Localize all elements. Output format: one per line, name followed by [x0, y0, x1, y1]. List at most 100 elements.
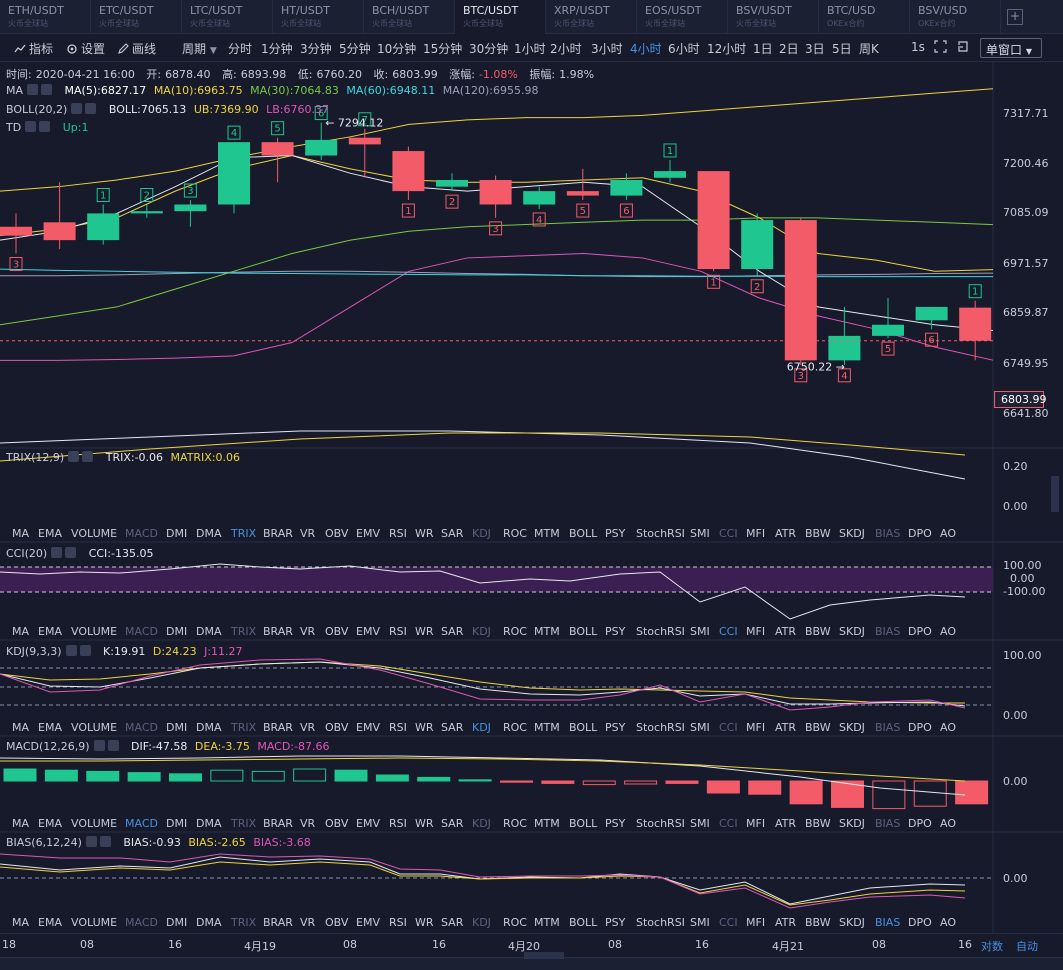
indicator-tab-volume[interactable]: VOLUME [71, 625, 118, 638]
indicator-tab-roc[interactable]: ROC [503, 527, 527, 540]
indicator-tab-stochrsi[interactable]: StochRSI [636, 625, 685, 638]
indicator-tab-psy[interactable]: PSY [605, 817, 626, 830]
indicator-tab-smi[interactable]: SMI [690, 721, 710, 734]
indicator-tab-ema[interactable]: EMA [38, 721, 62, 734]
tab-etc-usdt[interactable]: ETC/USDT 火币全球站 [91, 0, 182, 34]
single-window-select[interactable]: 单窗口 ▼ [980, 38, 1042, 58]
settings-button[interactable]: 设置 [66, 40, 105, 57]
indicator-tab-roc[interactable]: ROC [503, 721, 527, 734]
indicator-tab-smi[interactable]: SMI [690, 817, 710, 830]
indicator-tab-bias[interactable]: BIAS [875, 527, 901, 540]
side-panel-handle[interactable] [1051, 476, 1059, 512]
indicator-tab-ema[interactable]: EMA [38, 527, 62, 540]
period-option[interactable]: 1小时 [514, 42, 546, 56]
indicator-tab-wr[interactable]: WR [415, 916, 434, 929]
indicator-tab-bias[interactable]: BIAS [875, 625, 901, 638]
auto-scale-toggle[interactable]: 自动 [1016, 940, 1038, 953]
indicator-tab-brar[interactable]: BRAR [263, 817, 293, 830]
indicator-tab-vr[interactable]: VR [300, 817, 316, 830]
indicator-tab-trix[interactable]: TRIX [231, 721, 257, 734]
period-option[interactable]: 5分钟 [339, 42, 371, 56]
indicator-tab-kdj[interactable]: KDJ [472, 721, 491, 734]
period-option[interactable]: 3分钟 [300, 42, 332, 56]
indicator-tab-rsi[interactable]: RSI [389, 817, 407, 830]
indicator-tab-kdj[interactable]: KDJ [472, 916, 491, 929]
period-option[interactable]: 2小时 [550, 42, 582, 56]
indicator-tab-ema[interactable]: EMA [38, 625, 62, 638]
indicator-tab-obv[interactable]: OBV [325, 527, 349, 540]
indicator-tab-vr[interactable]: VR [300, 527, 316, 540]
indicator-tab-mtm[interactable]: MTM [534, 625, 560, 638]
macd-legend-controls[interactable] [93, 740, 124, 751]
collapse-handle[interactable] [524, 952, 564, 959]
indicator-tab-dpo[interactable]: DPO [908, 916, 932, 929]
indicator-tab-roc[interactable]: ROC [503, 625, 527, 638]
indicator-tab-cci[interactable]: CCI [719, 721, 738, 734]
period-option[interactable]: 1分钟 [261, 42, 293, 56]
indicator-tab-macd[interactable]: MACD [125, 721, 158, 734]
tab-bsv-usd[interactable]: BSV/USD OKEx合约 [910, 0, 1001, 34]
indicator-tab-macd[interactable]: MACD [125, 625, 158, 638]
indicator-tab-macd[interactable]: MACD [125, 527, 158, 540]
indicator-tab-emv[interactable]: EMV [356, 721, 380, 734]
tab-btc-usd[interactable]: BTC/USD OKEx合约 [819, 0, 910, 34]
indicator-tab-roc[interactable]: ROC [503, 817, 527, 830]
indicator-tab-skdj[interactable]: SKDJ [839, 916, 865, 929]
tab-ht-usdt[interactable]: HT/USDT 火币全球站 [273, 0, 364, 34]
indicator-tab-mtm[interactable]: MTM [534, 817, 560, 830]
indicator-tab-atr[interactable]: ATR [775, 817, 797, 830]
indicator-tab-bbw[interactable]: BBW [805, 817, 831, 830]
indicator-tab-mfi[interactable]: MFI [746, 527, 766, 540]
period-option[interactable]: 15分钟 [423, 42, 463, 56]
indicator-tab-mtm[interactable]: MTM [534, 721, 560, 734]
indicator-tab-brar[interactable]: BRAR [263, 721, 293, 734]
indicator-tab-rsi[interactable]: RSI [389, 916, 407, 929]
indicator-tab-stochrsi[interactable]: StochRSI [636, 817, 685, 830]
tab-eth-usdt[interactable]: ETH/USDT 火币全球站 [0, 0, 91, 34]
indicator-tab-atr[interactable]: ATR [775, 916, 797, 929]
tab-btc-usdt[interactable]: BTC/USDT 火币全球站 [455, 0, 546, 34]
indicator-tab-dpo[interactable]: DPO [908, 527, 932, 540]
indicator-tab-wr[interactable]: WR [415, 527, 434, 540]
refresh-rate[interactable]: 1s [911, 40, 925, 54]
period-option[interactable]: 分时 [228, 42, 253, 56]
indicator-tab-dma[interactable]: DMA [196, 916, 222, 929]
indicator-tab-obv[interactable]: OBV [325, 721, 349, 734]
tab-bsv-usdt[interactable]: BSV/USDT 火币全球站 [728, 0, 819, 34]
indicator-tab-mfi[interactable]: MFI [746, 916, 766, 929]
indicators-button[interactable]: 指标 [14, 40, 53, 57]
fullscreen-icon[interactable] [934, 40, 947, 56]
indicator-tab-trix[interactable]: TRIX [231, 625, 257, 638]
indicator-tab-volume[interactable]: VOLUME [71, 817, 118, 830]
indicator-tab-boll[interactable]: BOLL [569, 721, 598, 734]
indicator-tab-sar[interactable]: SAR [441, 721, 464, 734]
period-option[interactable]: 6小时 [668, 42, 700, 56]
indicator-tab-rsi[interactable]: RSI [389, 527, 407, 540]
cci-legend-controls[interactable] [51, 547, 81, 558]
period-option[interactable]: 10分钟 [377, 42, 417, 56]
indicator-tab-sar[interactable]: SAR [441, 625, 464, 638]
indicator-tab-ao[interactable]: AO [940, 721, 956, 734]
indicator-tab-dmi[interactable]: DMI [166, 527, 188, 540]
bias-legend-controls[interactable] [85, 836, 116, 847]
indicator-tab-volume[interactable]: VOLUME [71, 721, 118, 734]
period-option[interactable]: 2日 [779, 42, 799, 56]
indicator-tab-rsi[interactable]: RSI [389, 721, 407, 734]
indicator-tab-dpo[interactable]: DPO [908, 625, 932, 638]
indicator-tab-wr[interactable]: WR [415, 721, 434, 734]
indicator-tab-cci[interactable]: CCI [719, 817, 738, 830]
log-scale-toggle[interactable]: 对数 [981, 940, 1003, 953]
indicator-tab-skdj[interactable]: SKDJ [839, 625, 865, 638]
indicator-tab-trix[interactable]: TRIX [231, 527, 257, 540]
indicator-tab-emv[interactable]: EMV [356, 916, 380, 929]
indicator-tab-vr[interactable]: VR [300, 625, 316, 638]
indicator-tab-stochrsi[interactable]: StochRSI [636, 916, 685, 929]
indicator-tab-volume[interactable]: VOLUME [71, 527, 118, 540]
indicator-tab-mtm[interactable]: MTM [534, 916, 560, 929]
indicator-tab-ma[interactable]: MA [12, 527, 30, 540]
indicator-tab-cci[interactable]: CCI [719, 916, 738, 929]
indicator-tab-emv[interactable]: EMV [356, 527, 380, 540]
indicator-tab-mtm[interactable]: MTM [534, 527, 560, 540]
indicator-tab-dpo[interactable]: DPO [908, 721, 932, 734]
